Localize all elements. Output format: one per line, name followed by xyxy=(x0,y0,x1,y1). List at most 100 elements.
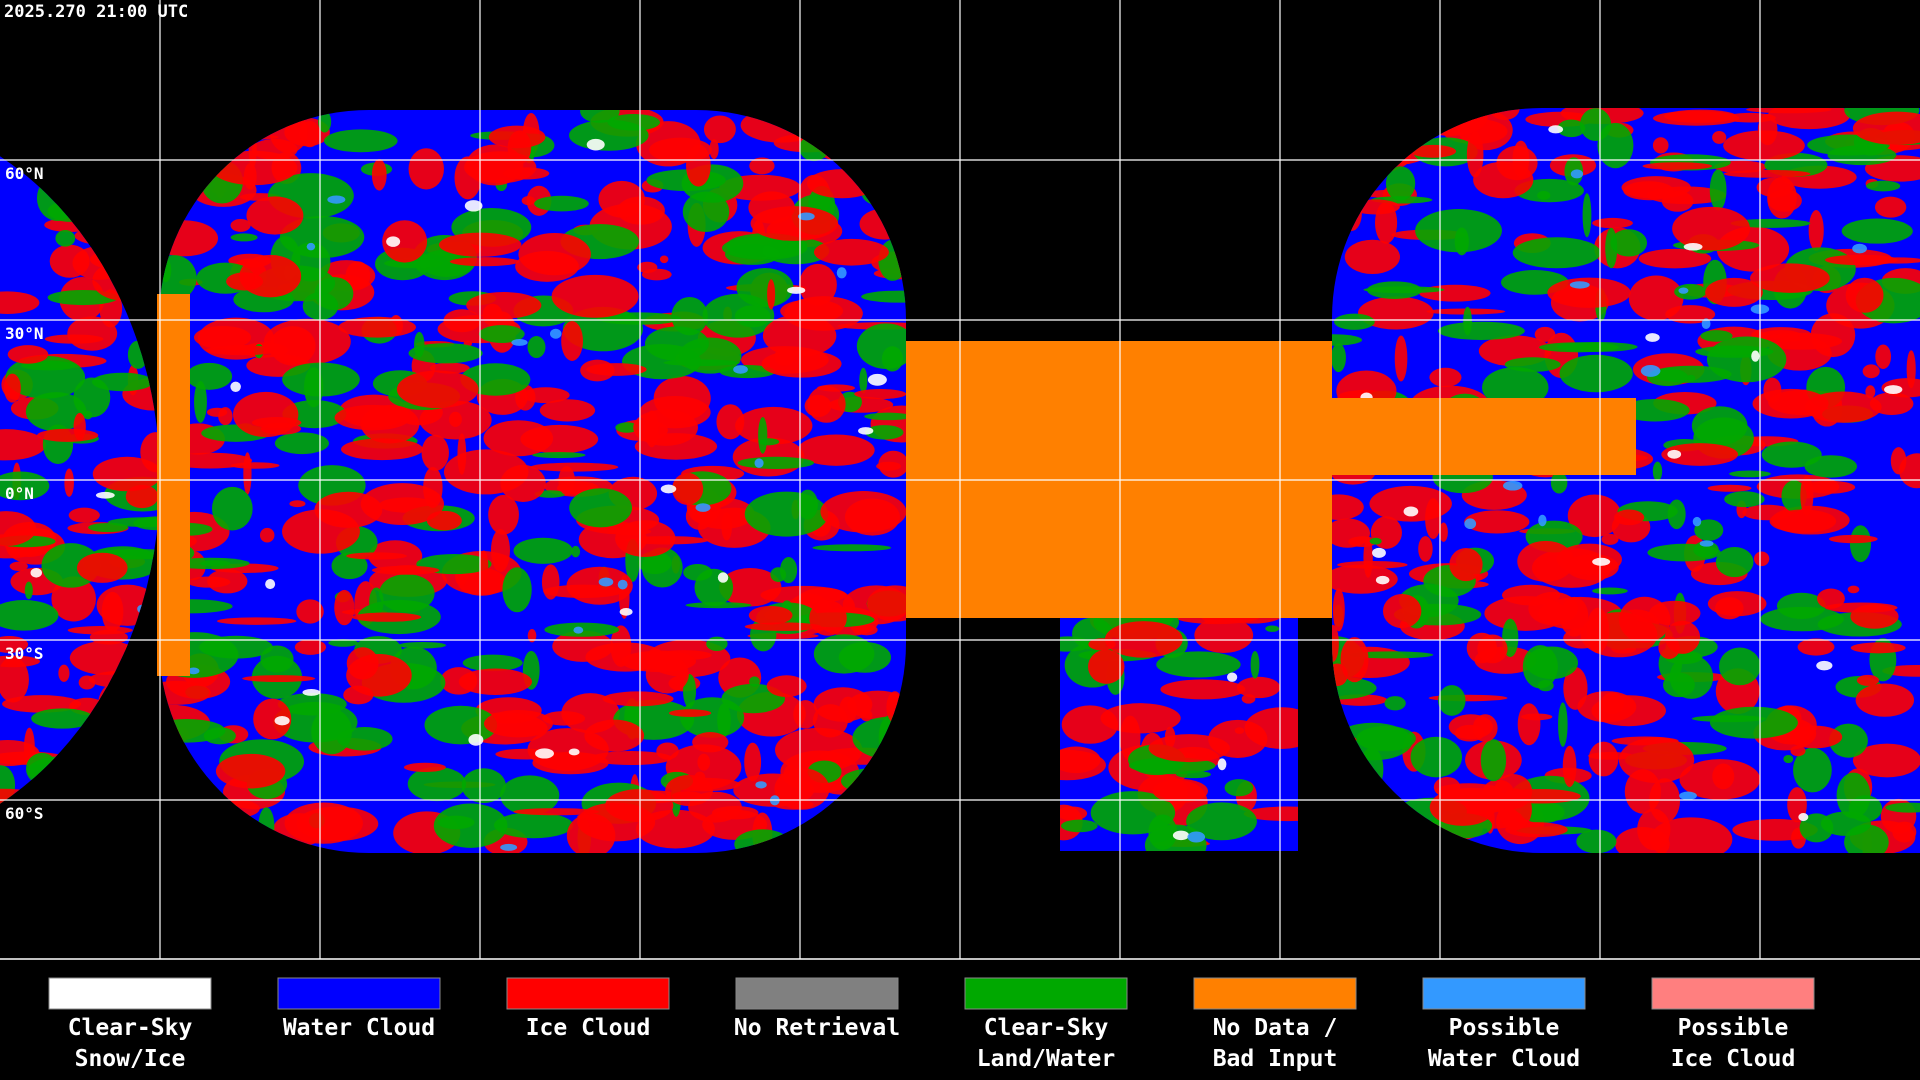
cloud-patch xyxy=(1375,575,1390,585)
cloud-patch xyxy=(282,362,360,397)
cloud-patch xyxy=(1558,702,1568,747)
cloud-patch xyxy=(419,400,492,440)
cloud-patch xyxy=(230,218,251,232)
cloud-patch xyxy=(1852,743,1920,778)
cloud-patch xyxy=(766,675,807,698)
cloud-patch xyxy=(539,399,596,422)
cloud-patch xyxy=(1623,181,1674,201)
cloud-patch xyxy=(1580,612,1658,658)
cloud-patch xyxy=(860,709,873,722)
cloud-patch xyxy=(407,766,467,802)
cloud-patch xyxy=(1517,540,1575,582)
cloud-patch xyxy=(1517,703,1541,746)
cloud-patch xyxy=(1333,313,1375,330)
cloud-patch xyxy=(1709,169,1727,211)
cloud-patch xyxy=(1418,536,1433,562)
cloud-patch xyxy=(1730,218,1811,228)
cloud-patch xyxy=(527,336,546,359)
cloud-patch xyxy=(1435,783,1503,799)
cloud-patch xyxy=(1605,227,1618,269)
cloud-patch xyxy=(682,191,730,233)
cloud-patch xyxy=(58,664,70,682)
cloud-patch xyxy=(719,364,776,379)
cloud-patch xyxy=(1640,364,1661,377)
cloud-patch xyxy=(513,808,599,816)
cloud-patch xyxy=(1723,169,1811,178)
legend-label: No Data / xyxy=(1213,1015,1338,1041)
cloud-patch xyxy=(672,472,704,505)
cloud-patch xyxy=(1841,218,1913,244)
cloud-patch xyxy=(37,428,99,442)
cloud-patch xyxy=(396,370,479,409)
cloud-patch xyxy=(774,768,830,810)
cloud-patch xyxy=(1172,830,1190,841)
cloud-patch xyxy=(1464,510,1530,534)
cloud-patch xyxy=(1332,624,1339,662)
cloud-patch xyxy=(421,434,449,471)
cloud-patch xyxy=(1562,745,1577,788)
cloud-patch xyxy=(1797,638,1835,656)
cloud-patch xyxy=(615,422,639,433)
cloud-patch xyxy=(274,432,329,455)
cloud-patch xyxy=(1769,509,1837,534)
cloud-patch xyxy=(1892,821,1917,843)
cloud-patch xyxy=(836,267,847,279)
cloud-patch xyxy=(1709,706,1798,739)
cloud-patch xyxy=(1567,494,1622,538)
cloud-patch xyxy=(558,466,576,496)
legend-label: Snow/Ice xyxy=(75,1046,186,1072)
cloud-patch xyxy=(199,635,273,659)
satellite-coverage xyxy=(0,108,1920,853)
no-data-area xyxy=(906,470,1072,618)
latitude-label: 60°S xyxy=(5,804,44,823)
cloud-patch xyxy=(230,381,241,392)
cloud-patch xyxy=(253,698,292,740)
cloud-patch xyxy=(1661,190,1694,212)
cloud-patch xyxy=(1874,196,1907,218)
cloud-patch xyxy=(215,753,286,789)
legend-swatch xyxy=(48,977,212,1010)
legend-swatch xyxy=(735,977,899,1010)
cloud-patch xyxy=(1672,206,1751,251)
cloud-patch xyxy=(1425,498,1442,540)
cloud-patch xyxy=(867,373,887,386)
cloud-patch xyxy=(1652,461,1663,481)
cloud-patch xyxy=(1712,763,1735,790)
cloud-patch xyxy=(73,377,111,418)
cloud-patch xyxy=(1732,819,1818,841)
cloud-patch xyxy=(1678,287,1689,294)
cloud-patch xyxy=(535,748,554,759)
cloud-patch xyxy=(1569,281,1590,289)
cloud-patch xyxy=(1363,286,1445,294)
latitude-labels: 60°N 30°N 0°N 30°S 60°S xyxy=(5,164,44,823)
cloud-patch xyxy=(1601,533,1619,545)
legend: Clear-Sky Snow/Ice Water Cloud Ice Cloud No … xyxy=(48,977,1815,1072)
cloud-patch xyxy=(735,406,813,445)
cloud-patch xyxy=(1723,130,1805,161)
cloud-patch xyxy=(1750,263,1830,293)
cloud-patch xyxy=(1503,480,1523,491)
cloud-patch xyxy=(513,537,573,564)
cloud-patch xyxy=(76,552,128,583)
cloud-patch xyxy=(483,709,553,738)
cloud-patch xyxy=(1799,813,1834,843)
legend-label: Water Cloud xyxy=(283,1015,435,1041)
cloud-patch xyxy=(602,691,674,707)
cloud-patch xyxy=(1781,480,1807,512)
cloud-patch xyxy=(1620,399,1690,422)
cloud-patch xyxy=(1559,354,1633,393)
cloud-patch xyxy=(259,527,275,543)
cloud-patch xyxy=(1882,664,1920,677)
cloud-patch xyxy=(0,429,46,461)
cloud-patch xyxy=(371,565,440,575)
cloud-patch xyxy=(1849,525,1872,563)
cloud-patch xyxy=(64,468,74,497)
cloud-patch xyxy=(462,654,523,672)
cloud-patch xyxy=(1667,499,1686,530)
cloud-patch xyxy=(1466,131,1484,178)
cloud-patch xyxy=(1088,649,1125,684)
cloud-patch xyxy=(1761,441,1822,468)
cloud-patch xyxy=(479,550,489,582)
cloud-patch xyxy=(449,257,520,267)
cloud-patch xyxy=(807,385,846,423)
